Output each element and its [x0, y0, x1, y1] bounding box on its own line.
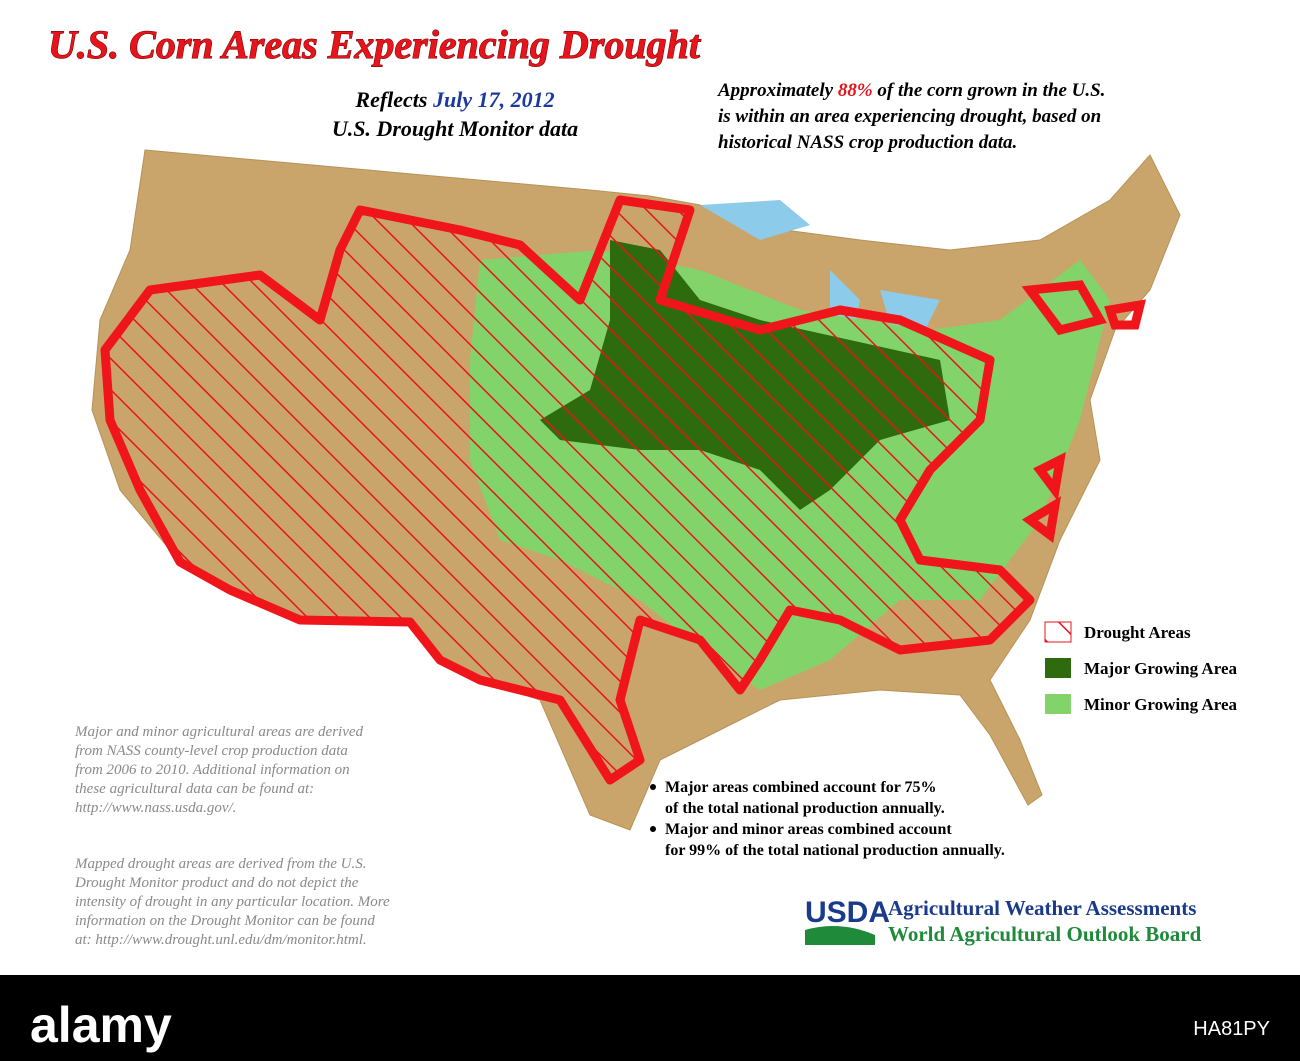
drought-areas	[100, 195, 1035, 785]
map	[91, 149, 1181, 831]
footnote: at: http://www.drought.unl.edu/dm/monito…	[75, 932, 367, 948]
note-text: Approximately	[717, 80, 838, 101]
bullet-text: of the total national production annuall…	[665, 800, 945, 817]
logo-text: Agricultural Weather Assessments	[888, 896, 1196, 920]
bullet-text: Major and minor areas combined account	[665, 821, 952, 838]
logo-text: World Agricultural Outlook Board	[888, 922, 1202, 946]
drought-outline	[1021, 280, 1147, 544]
title: U.S. Corn Areas Experiencing Drought	[48, 22, 702, 67]
footnote: intensity of drought in any particular l…	[75, 894, 390, 910]
note: Approximately 88% of the corn grown in t…	[717, 80, 1105, 101]
footnote: Drought Monitor product and do not depic…	[74, 875, 359, 891]
subtitle-text: Reflects	[354, 87, 433, 112]
usda-logo: USDA	[805, 896, 890, 945]
watermark-id: HA81PY	[1193, 1018, 1270, 1040]
footnote: Mapped drought areas are derived from th…	[74, 856, 366, 872]
note-text: historical NASS crop production data.	[718, 132, 1017, 153]
legend-label: Drought Areas	[1084, 623, 1191, 642]
subtitle: Reflects July 17, 2012	[354, 87, 554, 112]
watermark-brand: alamy	[30, 997, 172, 1053]
footnote: these agricultural data can be found at:	[75, 781, 314, 797]
logo-swoosh	[805, 926, 875, 945]
note-highlight: 88%	[838, 80, 873, 101]
note-text: is within an area experiencing drought, …	[718, 106, 1101, 127]
bullet-text: Major areas combined account for 75%	[665, 779, 937, 796]
footnote: from NASS county-level crop production d…	[75, 743, 348, 759]
legend-swatch	[1044, 621, 1072, 643]
bullet	[650, 784, 656, 790]
note-text: of the corn grown in the U.S.	[873, 80, 1106, 101]
lakes	[700, 200, 1060, 380]
footnote: http://www.nass.usda.gov/.	[75, 800, 236, 816]
footnote: Major and minor agricultural areas are d…	[74, 724, 364, 740]
subtitle-source: U.S. Drought Monitor data	[332, 116, 578, 141]
date: July 17, 2012	[432, 87, 555, 112]
footnote: from 2006 to 2010. Additional informatio…	[75, 762, 350, 778]
legend	[1044, 621, 1072, 714]
legend-label: Major Growing Area	[1084, 659, 1237, 678]
bullet-text: for 99% of the total national production…	[665, 842, 1005, 859]
footnote: information on the Drought Monitor can b…	[75, 913, 375, 929]
legend-swatch	[1045, 694, 1071, 714]
legend-swatch	[1045, 658, 1071, 678]
legend-label: Minor Growing Area	[1084, 695, 1238, 714]
logo-mark: USDA	[805, 896, 890, 929]
bullet	[650, 826, 656, 832]
watermark-band	[0, 975, 1300, 1061]
